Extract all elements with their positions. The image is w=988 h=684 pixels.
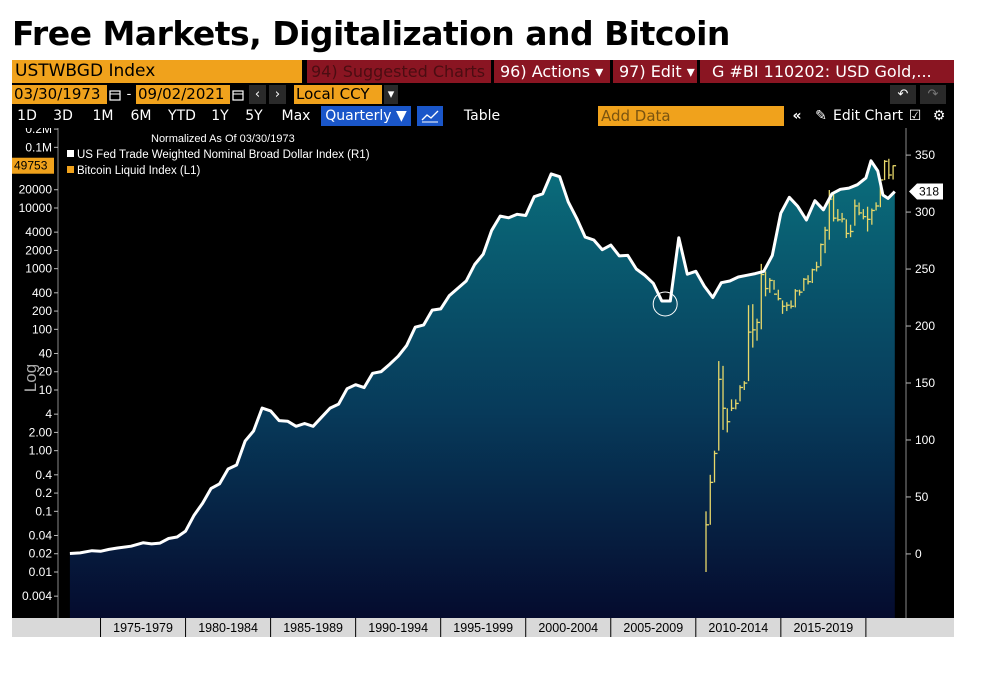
edit-menu[interactable]: 97) Edit ▾ bbox=[613, 60, 697, 83]
left-tick-label: 0.04 bbox=[29, 528, 53, 542]
x-tick-label: 2010-2014 bbox=[708, 621, 768, 635]
left-tick-label: 10 bbox=[39, 383, 53, 397]
calendar-icon[interactable] bbox=[108, 85, 122, 104]
suggested-charts-button[interactable]: 94) Suggested Charts bbox=[307, 60, 491, 83]
left-tick-label: 2000 bbox=[25, 243, 52, 257]
left-tick-label: 1000 bbox=[25, 262, 52, 276]
x-axis-band bbox=[12, 618, 954, 637]
frequency-select[interactable]: Quarterly ▼ bbox=[321, 106, 411, 126]
period-1d[interactable]: 1D bbox=[17, 108, 37, 124]
right-tick-label: 300 bbox=[915, 205, 935, 219]
table-button[interactable]: Table bbox=[463, 108, 501, 124]
left-tick-label: 0.2 bbox=[35, 486, 52, 500]
x-tick-label: 1995-1999 bbox=[453, 621, 513, 635]
right-tick-label: 50 bbox=[915, 490, 929, 504]
terminal-panel: USTWBGD Index 94) Suggested Charts 96) A… bbox=[12, 60, 954, 637]
chevron-left-icon[interactable]: ‹ bbox=[249, 85, 266, 104]
x-tick-label: 1990-1994 bbox=[368, 621, 428, 635]
legend-header: Normalized As Of 03/30/1973 bbox=[151, 133, 295, 145]
x-tick-label: 2005-2009 bbox=[623, 621, 683, 635]
right-tick-label: 200 bbox=[915, 319, 935, 333]
right-last-value-box bbox=[909, 183, 943, 200]
edit-chart-button[interactable]: Edit Chart bbox=[833, 108, 904, 124]
legend: Normalized As Of 03/30/1973 US Fed Trade… bbox=[60, 130, 425, 186]
left-tick-label: 100 bbox=[32, 322, 52, 336]
dollar-index-line bbox=[69, 159, 896, 555]
left-axis-label: Log bbox=[21, 364, 40, 392]
period-5y[interactable]: 5Y bbox=[245, 108, 263, 124]
legend-swatch-bitcoin bbox=[67, 166, 74, 173]
period-max[interactable]: Max bbox=[281, 108, 311, 124]
undo-icon[interactable]: ↶ bbox=[890, 85, 916, 104]
left-tick-label: 0.1M bbox=[25, 140, 52, 154]
right-tick-label: 150 bbox=[915, 376, 935, 390]
left-tick-label: 1.00 bbox=[29, 444, 53, 458]
right-tick-label: 350 bbox=[915, 148, 935, 162]
double-chevron-left-icon[interactable]: « bbox=[792, 108, 802, 124]
x-tick-label: 1980-1984 bbox=[198, 621, 258, 635]
currency-select[interactable]: Local CCY bbox=[294, 85, 382, 104]
legend-swatch-dollar bbox=[67, 150, 74, 157]
left-tick-label: 40 bbox=[39, 346, 53, 360]
chart-area: 0.2M0.1M20000100004000200010004002001004… bbox=[12, 128, 954, 637]
right-tick-label: 100 bbox=[915, 433, 935, 447]
ticker-field[interactable]: USTWBGD Index bbox=[12, 60, 302, 83]
chevron-down-icon[interactable]: ▾ bbox=[384, 85, 398, 104]
left-tick-label: 20000 bbox=[19, 183, 53, 197]
checklist-icon[interactable]: ☑ bbox=[908, 108, 922, 124]
left-tick-label: 4000 bbox=[25, 225, 52, 239]
period-1y[interactable]: 1Y bbox=[211, 108, 229, 124]
period-3d[interactable]: 3D bbox=[53, 108, 73, 124]
command-bar: USTWBGD Index 94) Suggested Charts 96) A… bbox=[12, 60, 954, 83]
left-tick-label: 2.00 bbox=[29, 425, 53, 439]
right-last-value: 318 bbox=[919, 185, 939, 199]
period-ytd[interactable]: YTD bbox=[168, 108, 196, 124]
x-tick-label: 1975-1979 bbox=[113, 621, 173, 635]
add-data-field[interactable]: Add Data bbox=[598, 106, 784, 126]
x-tick-label: 1985-1989 bbox=[283, 621, 343, 635]
left-last-value-box bbox=[12, 157, 54, 174]
left-tick-label: 0.02 bbox=[29, 547, 53, 561]
left-tick-label: 0.4 bbox=[35, 468, 52, 482]
gear-icon[interactable]: ⚙ bbox=[932, 108, 946, 124]
left-tick-label: 0.1 bbox=[35, 504, 52, 518]
left-tick-label: 4 bbox=[45, 407, 52, 421]
left-tick-label: 0.004 bbox=[22, 589, 52, 603]
redo-icon[interactable]: ↷ bbox=[920, 85, 946, 104]
right-tick-label: 250 bbox=[915, 262, 935, 276]
left-tick-label: 0.2M bbox=[25, 128, 52, 136]
end-date-field[interactable]: 09/02/2021 bbox=[136, 85, 230, 104]
pencil-icon[interactable]: ✎ bbox=[815, 108, 827, 124]
highlight-circle bbox=[652, 291, 678, 317]
period-6m[interactable]: 6M bbox=[130, 108, 152, 124]
right-tick-label: 0 bbox=[915, 547, 922, 561]
x-tick-label: 2015-2019 bbox=[793, 621, 853, 635]
left-last-value: 49753 bbox=[14, 159, 48, 173]
period-1m[interactable]: 1M bbox=[92, 108, 114, 124]
gbi-title[interactable]: G #BI 110202: USD Gold,... bbox=[700, 60, 954, 83]
left-tick-label: 200 bbox=[32, 304, 52, 318]
start-date-field[interactable]: 03/30/1973 bbox=[12, 85, 107, 104]
left-tick-label: 0.01 bbox=[29, 565, 53, 579]
dollar-index-area bbox=[69, 160, 895, 619]
page-title: Free Markets, Digitalization and Bitcoin bbox=[12, 14, 730, 53]
period-bar: 1D 3D 1M 6M YTD 1Y 5Y Max Quarterly ▼ Ta… bbox=[12, 106, 954, 126]
x-tick-label: 2000-2004 bbox=[538, 621, 598, 635]
date-separator: - bbox=[124, 85, 134, 104]
actions-menu[interactable]: 96) Actions ▾ bbox=[494, 60, 610, 83]
chevron-right-icon[interactable]: › bbox=[269, 85, 286, 104]
date-bar: 03/30/1973 - 09/02/2021 ‹ › Local CCY ▾ … bbox=[12, 85, 954, 104]
calendar-icon[interactable] bbox=[231, 85, 245, 104]
line-chart-icon[interactable] bbox=[417, 106, 443, 126]
legend-entry-bitcoin: Bitcoin Liquid Index (L1) bbox=[77, 165, 201, 177]
left-tick-label: 20 bbox=[39, 365, 53, 379]
left-tick-label: 400 bbox=[32, 286, 52, 300]
legend-entry-dollar: US Fed Trade Weighted Nominal Broad Doll… bbox=[77, 149, 370, 161]
left-tick-label: 10000 bbox=[19, 201, 53, 215]
